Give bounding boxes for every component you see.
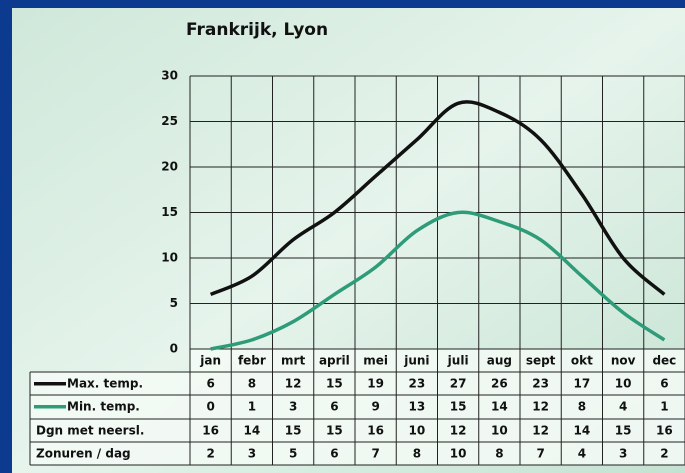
table-value: 12 xyxy=(285,376,302,390)
table-value: 12 xyxy=(532,399,549,413)
y-tick-label: 15 xyxy=(161,205,178,219)
table-value: 8 xyxy=(413,446,421,460)
x-tick-label: april xyxy=(319,354,350,368)
table-value: 23 xyxy=(409,376,426,390)
table-value: 14 xyxy=(244,423,261,437)
table-value: 10 xyxy=(450,446,467,460)
table-value: 26 xyxy=(491,376,508,390)
x-tick-label: mei xyxy=(363,354,388,368)
table-value: 6 xyxy=(660,376,668,390)
table-value: 6 xyxy=(330,446,338,460)
table-value: 6 xyxy=(206,376,214,390)
table-value: 15 xyxy=(615,423,632,437)
table-value: 14 xyxy=(574,423,591,437)
x-tick-label: jan xyxy=(199,354,221,368)
table-value: 23 xyxy=(532,376,549,390)
row-label: Zonuren / dag xyxy=(36,446,131,460)
chart: Frankrijk, Lyon 051015202530janfebrmrtap… xyxy=(0,0,685,473)
x-tick-label: mrt xyxy=(281,354,305,368)
x-tick-label: nov xyxy=(611,354,636,368)
y-tick-label: 25 xyxy=(161,114,178,128)
table-value: 15 xyxy=(450,399,467,413)
table-value: 3 xyxy=(248,446,256,460)
table-value: 15 xyxy=(326,376,343,390)
x-tick-label: juni xyxy=(403,354,429,368)
x-tick-label: okt xyxy=(571,354,593,368)
table-value: 2 xyxy=(206,446,214,460)
table-value: 16 xyxy=(367,423,384,437)
table-value: 14 xyxy=(491,399,508,413)
chart-title: Frankrijk, Lyon xyxy=(186,20,328,40)
table-value: 9 xyxy=(371,399,379,413)
table-value: 4 xyxy=(578,446,586,460)
y-tick-label: 30 xyxy=(161,69,178,83)
table-value: 19 xyxy=(367,376,384,390)
table-value: 17 xyxy=(574,376,591,390)
table-value: 7 xyxy=(536,446,544,460)
table-value: 12 xyxy=(450,423,467,437)
x-tick-label: sept xyxy=(526,354,556,368)
table-value: 13 xyxy=(409,399,426,413)
legend-label: Max. temp. xyxy=(67,376,143,390)
table-value: 6 xyxy=(330,399,338,413)
table-value: 1 xyxy=(248,399,256,413)
table-value: 15 xyxy=(285,423,302,437)
table-value: 0 xyxy=(206,399,214,413)
y-tick-label: 10 xyxy=(161,251,178,265)
table-value: 3 xyxy=(619,446,627,460)
table-value: 10 xyxy=(491,423,508,437)
table-value: 8 xyxy=(578,399,586,413)
table-value: 5 xyxy=(289,446,297,460)
y-tick-label: 5 xyxy=(170,296,178,310)
x-tick-label: aug xyxy=(487,354,512,368)
table-value: 10 xyxy=(409,423,426,437)
table-value: 27 xyxy=(450,376,467,390)
table-value: 15 xyxy=(326,423,343,437)
table-value: 7 xyxy=(371,446,379,460)
table-value: 16 xyxy=(202,423,219,437)
table-value: 4 xyxy=(619,399,627,413)
table-value: 16 xyxy=(656,423,673,437)
x-tick-label: febr xyxy=(238,354,266,368)
table-value: 12 xyxy=(532,423,549,437)
row-label: Dgn met neersl. xyxy=(36,423,144,437)
table-value: 2 xyxy=(660,446,668,460)
table-value: 1 xyxy=(660,399,668,413)
legend-label: Min. temp. xyxy=(67,399,140,413)
table-value: 3 xyxy=(289,399,297,413)
x-tick-label: juli xyxy=(447,354,469,368)
table-value: 8 xyxy=(248,376,256,390)
y-tick-label: 0 xyxy=(170,342,178,356)
table-value: 8 xyxy=(495,446,503,460)
table-value: 10 xyxy=(615,376,632,390)
y-tick-label: 20 xyxy=(161,160,178,174)
x-tick-label: dec xyxy=(652,354,676,368)
